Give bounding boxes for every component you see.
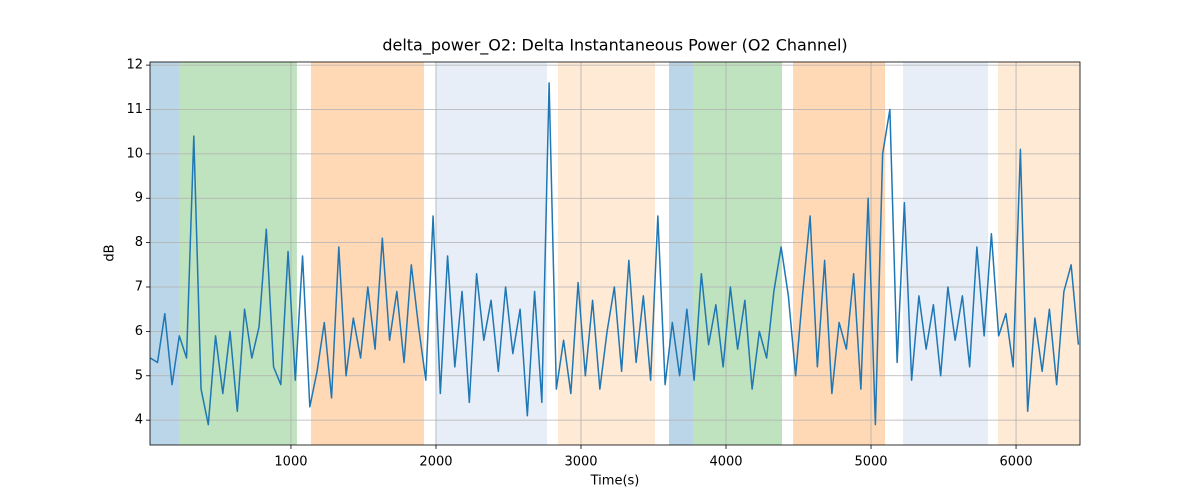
shaded-region <box>692 62 782 445</box>
shaded-region <box>669 62 693 445</box>
y-tick-label: 10 <box>126 146 143 161</box>
y-axis-label: dB <box>103 244 118 261</box>
shaded-region <box>998 62 1080 445</box>
y-tick-label: 4 <box>135 413 143 428</box>
shaded-region <box>557 62 655 445</box>
x-tick-label: 3000 <box>564 455 597 470</box>
y-tick-label: 9 <box>135 191 143 206</box>
x-tick-label: 4000 <box>709 455 742 470</box>
y-tick-label: 11 <box>126 102 143 117</box>
shaded-region <box>179 62 297 445</box>
y-tick-label: 5 <box>135 368 143 383</box>
data-line <box>149 82 1080 426</box>
plot-frame <box>149 61 1081 446</box>
y-tick-label: 6 <box>135 324 143 339</box>
shaded-region <box>903 62 989 445</box>
y-tick-label: 8 <box>135 235 143 250</box>
y-tick-label: 7 <box>135 280 143 295</box>
x-tick-label: 5000 <box>854 455 887 470</box>
y-tick-label: 12 <box>126 58 143 73</box>
x-tick-label: 2000 <box>419 455 452 470</box>
shaded-region <box>150 62 180 445</box>
shaded-region <box>435 62 548 445</box>
shaded-region <box>310 62 424 445</box>
x-tick-label: 1000 <box>274 455 307 470</box>
chart-title: delta_power_O2: Delta Instantaneous Powe… <box>382 36 847 56</box>
x-tick-label: 6000 <box>1000 455 1033 470</box>
x-axis-label: Time(s) <box>590 474 640 489</box>
